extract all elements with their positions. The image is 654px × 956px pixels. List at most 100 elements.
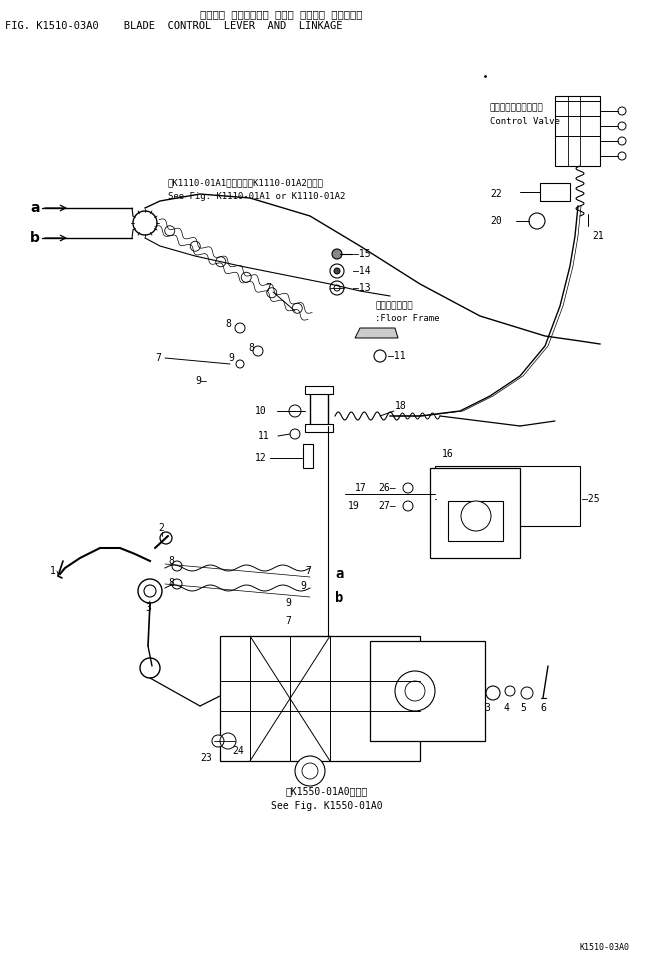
Circle shape [403,501,413,511]
Circle shape [295,756,325,786]
Circle shape [235,323,245,333]
Text: ブレード コントロール レバー ・および リンケージ: ブレード コントロール レバー ・および リンケージ [200,9,362,19]
Text: 9—: 9— [195,376,207,386]
Text: 8: 8 [168,578,174,588]
Circle shape [332,249,342,259]
Text: —15: —15 [353,249,371,259]
Bar [430,468,520,558]
Circle shape [253,346,263,356]
Circle shape [289,405,301,417]
Text: 22: 22 [490,189,502,199]
Circle shape [529,213,545,229]
Circle shape [290,429,300,439]
Text: —25: —25 [582,494,600,504]
Circle shape [165,226,175,236]
Bar [305,386,333,394]
Text: FIG. K1510-03A0    BLADE  CONTROL  LEVER  AND  LINKAGE: FIG. K1510-03A0 BLADE CONTROL LEVER AND … [5,21,343,31]
Bar [310,388,328,426]
Circle shape [241,272,251,282]
Bar [305,424,333,432]
Text: フロアフレーム: フロアフレーム [375,301,413,311]
Circle shape [140,658,160,678]
Text: 7: 7 [305,566,311,576]
Circle shape [618,152,626,160]
Text: —11: —11 [388,351,405,361]
Text: 17: 17 [355,483,367,493]
Circle shape [521,687,533,699]
Circle shape [618,122,626,130]
Text: 11: 11 [258,431,269,441]
Text: 8: 8 [168,556,174,566]
Text: 19: 19 [348,501,360,511]
Text: 7: 7 [265,283,271,293]
Text: 6: 6 [540,703,546,713]
Circle shape [486,686,500,700]
Circle shape [374,350,386,362]
Text: 3: 3 [145,603,151,613]
Bar [303,444,313,468]
Text: 7: 7 [155,353,161,363]
Text: 9: 9 [300,581,306,591]
Text: —13: —13 [353,283,371,293]
Text: 5: 5 [520,703,526,713]
Circle shape [138,579,162,603]
Text: 26—: 26— [378,483,396,493]
Circle shape [267,288,277,297]
Text: 8: 8 [225,319,231,329]
Bar [220,636,420,761]
Text: 1: 1 [50,566,56,576]
Text: b: b [30,231,40,245]
Text: 9: 9 [285,598,291,608]
Text: 16: 16 [442,449,454,459]
Text: 24: 24 [232,746,244,756]
Circle shape [334,268,340,274]
Circle shape [292,303,302,314]
Text: Control Valve: Control Valve [490,117,560,125]
Text: b: b [335,591,343,605]
Circle shape [190,241,200,251]
Circle shape [618,107,626,115]
Circle shape [133,211,157,235]
Text: 20: 20 [490,216,502,226]
Circle shape [144,585,156,597]
Circle shape [216,257,226,267]
Bar [448,501,503,541]
Text: 3: 3 [484,703,490,713]
Circle shape [395,671,435,711]
Text: 8: 8 [248,343,254,353]
Text: See Fig. K1550-01A0: See Fig. K1550-01A0 [271,801,383,811]
Circle shape [403,483,413,493]
Polygon shape [355,328,398,338]
Text: 7: 7 [285,616,291,626]
Circle shape [618,137,626,145]
Text: 2: 2 [158,523,164,533]
Circle shape [172,579,182,589]
Text: —14: —14 [353,266,371,276]
Text: See Fig. K1110-01A1 or K1110-01A2: See Fig. K1110-01A1 or K1110-01A2 [168,191,345,201]
Text: a: a [30,201,39,215]
Circle shape [236,360,244,368]
Circle shape [334,285,340,291]
Text: 21: 21 [592,231,604,241]
Bar [540,183,570,201]
Circle shape [212,735,224,747]
Circle shape [461,501,491,531]
Circle shape [405,681,425,701]
Bar [555,96,600,166]
Text: 12: 12 [255,453,267,463]
Circle shape [302,763,318,779]
Text: 27—: 27— [378,501,396,511]
Circle shape [160,532,172,544]
Circle shape [505,686,515,696]
Circle shape [472,478,508,514]
Text: 23: 23 [200,753,212,763]
Text: 10: 10 [255,406,267,416]
Circle shape [172,561,182,571]
Text: 18: 18 [395,401,407,411]
Circle shape [330,281,344,295]
Text: 9: 9 [228,353,234,363]
Text: a: a [335,567,343,581]
Text: :Floor Frame: :Floor Frame [375,314,439,322]
Text: K1510-03A0: K1510-03A0 [580,944,630,952]
Circle shape [330,264,344,278]
